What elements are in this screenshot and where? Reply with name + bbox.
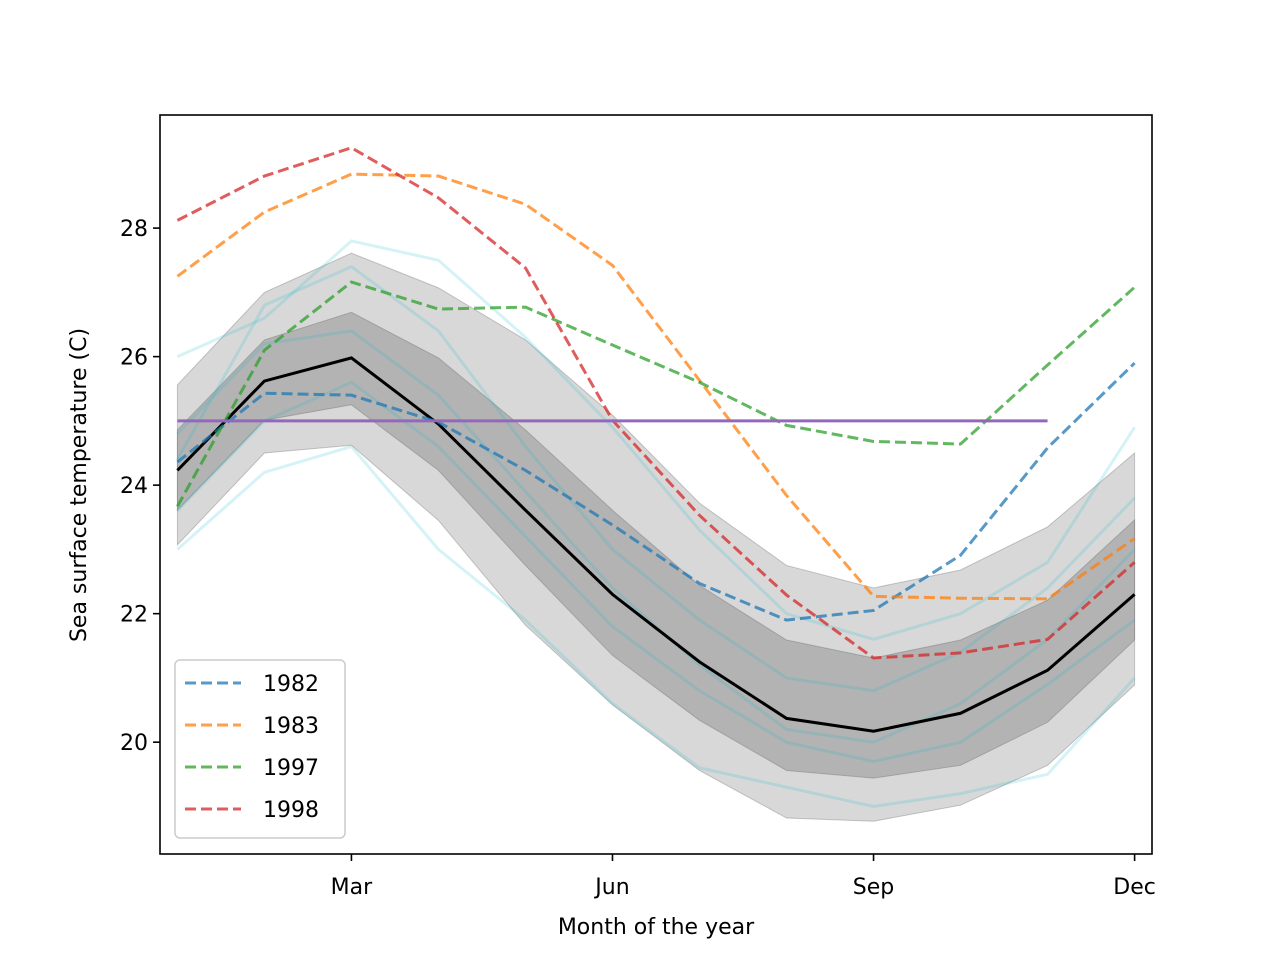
series-line [176, 172, 1136, 601]
legend-label: 1998 [263, 798, 319, 823]
legend-box [174, 659, 346, 839]
y-tick-label: 24 [120, 474, 148, 499]
series-line [176, 280, 1136, 508]
series-line [176, 146, 1136, 660]
legend: 1982 1983 1997 1998 [174, 659, 346, 839]
y-tick-label: 28 [120, 217, 148, 242]
x-axis-label: Month of the year [558, 915, 755, 940]
x-tick-label: Mar [331, 875, 373, 900]
y-axis-label: Sea surface temperature (C) [67, 328, 92, 642]
legend-label: 1997 [263, 756, 319, 781]
y-tick-label: 20 [120, 731, 148, 756]
axes: 20 22 24 26 28 Mar Jun Sep Dec [120, 217, 1156, 900]
background-line [176, 264, 1136, 693]
y-tick-label: 26 [120, 346, 148, 371]
y-tick-label: 22 [120, 603, 148, 628]
legend-label: 1983 [263, 714, 319, 739]
band [176, 252, 1136, 822]
background-line [176, 444, 1136, 808]
x-tick-label: Dec [1113, 875, 1156, 900]
background-line [176, 380, 1136, 764]
series-line [176, 361, 1136, 622]
x-tick-label: Sep [853, 875, 894, 900]
band [176, 311, 1136, 779]
legend-label: 1982 [263, 672, 319, 697]
x-tick-label: Jun [593, 875, 629, 900]
background-line [176, 239, 1136, 641]
mean-line [176, 356, 1136, 733]
plot-area [176, 146, 1136, 822]
